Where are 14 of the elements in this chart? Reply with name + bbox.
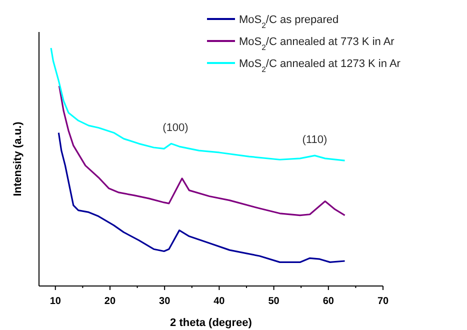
- x-tick-label: 30: [159, 296, 171, 307]
- legend-label: MoS$_{2}$/C annealed at 1273 K in Ar: [239, 58, 401, 74]
- x-tick-label: 40: [214, 296, 226, 307]
- x-tick-label: 20: [104, 296, 116, 307]
- x-axis-title: 2 theta (degree): [170, 317, 252, 329]
- annotation: (100): [162, 122, 188, 134]
- legend-label: MoS$_{2}$/C annealed at 773 K in Ar: [239, 36, 395, 52]
- x-tick-label: 10: [50, 296, 62, 307]
- x-tick-label: 70: [377, 296, 389, 307]
- x-tick-label: 60: [322, 296, 334, 307]
- x-tick-label: 50: [268, 296, 280, 307]
- legend-label: MoS$_{2}$/C as prepared: [239, 14, 339, 30]
- y-axis-title: Intensity (a.u.): [12, 121, 24, 196]
- annotation: (110): [302, 134, 328, 146]
